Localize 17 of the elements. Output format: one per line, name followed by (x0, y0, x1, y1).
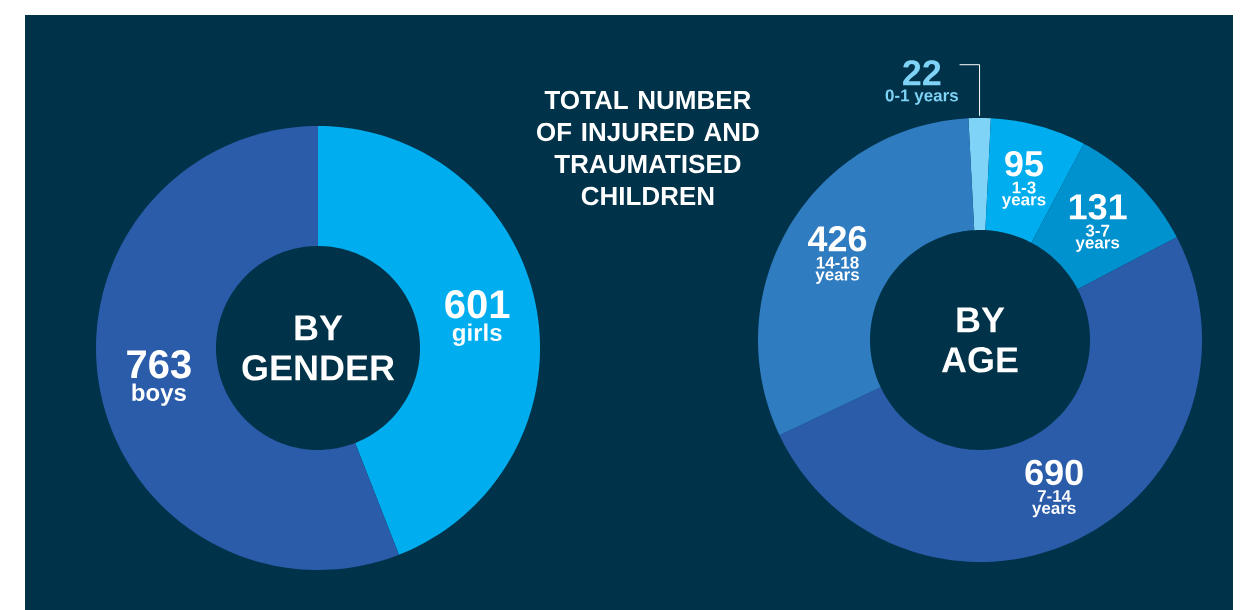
slice-label: 0-1 years (885, 89, 958, 105)
data-label: 131 (1069, 194, 1127, 220)
data-label: 426 (808, 226, 867, 252)
text: TOTAL NUMBER OF INJURED AND TRAUMATISED CHILDREN (537, 90, 759, 206)
data-label: 601 (445, 290, 510, 319)
slice-label: 1-3 years (1001, 181, 1046, 209)
slice-label: 14-18 years (815, 256, 859, 284)
data-label: 763 (127, 350, 191, 379)
text: BY GENDER (242, 315, 395, 381)
slice-label: boys (132, 383, 186, 406)
slice-label: girls (452, 323, 502, 346)
text: BY AGE (941, 307, 1018, 373)
data-label: 22 (903, 60, 941, 86)
data-label: 690 (1025, 459, 1083, 486)
data-label: 95 (1005, 151, 1043, 177)
slice-label: 3-7 years (1075, 224, 1120, 252)
slice-label: 7-14 years (1032, 490, 1076, 518)
